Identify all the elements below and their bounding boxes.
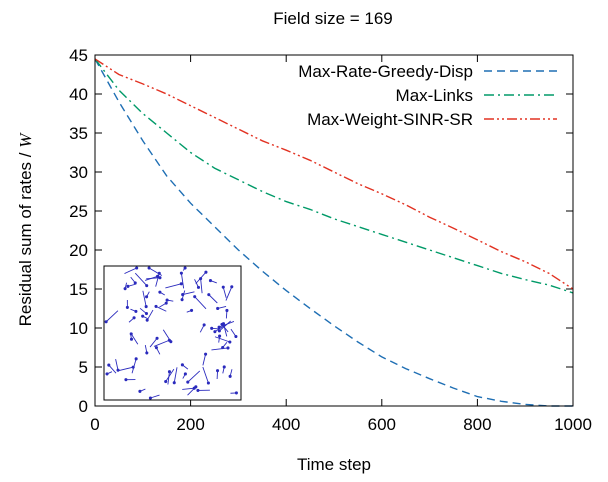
y-tick-label: 5 (79, 358, 88, 377)
series-lines (94, 58, 574, 407)
chart-title: Field size = 169 (273, 9, 393, 28)
x-tick-label: 1000 (554, 415, 592, 434)
plot-frame (94, 54, 574, 407)
legend-label: Max-Weight-SINR-SR (307, 110, 473, 129)
x-axis-ticks: 0 200 400 600 800 1000 (90, 55, 592, 434)
legend-label: Max-Links (396, 86, 473, 105)
legend-label: Max-Rate-Greedy-Disp (298, 62, 473, 81)
y-axis-label: Residual sum of rates / W (16, 132, 35, 327)
y-axis-label-text: Residual sum of rates / (16, 152, 35, 326)
y-tick-label: 35 (69, 124, 88, 143)
x-axis-label: Time step (297, 455, 371, 474)
y-tick-label: 20 (69, 241, 88, 260)
x-tick-label: 800 (463, 415, 491, 434)
y-tick-label: 15 (69, 280, 88, 299)
y-axis-label-symbol: W (16, 132, 35, 148)
x-tick-label: 600 (368, 415, 396, 434)
y-tick-label: 0 (79, 397, 88, 416)
inset-network-map (103, 265, 242, 401)
series-line-3 (94, 58, 574, 290)
y-tick-label: 25 (69, 202, 88, 221)
y-tick-label: 40 (69, 85, 88, 104)
legend: Max-Rate-Greedy-Disp Max-Links Max-Weight-… (298, 62, 557, 129)
x-tick-label: 400 (272, 415, 300, 434)
y-tick-label: 30 (69, 163, 88, 182)
series-line-2 (94, 58, 574, 294)
x-tick-label: 200 (176, 415, 204, 434)
y-tick-label: 45 (69, 46, 88, 65)
y-axis-ticks: 0 5 10 15 20 25 30 35 40 45 (69, 46, 573, 416)
series-line-1 (94, 58, 573, 407)
x-tick-label: 0 (90, 415, 99, 434)
y-tick-label: 10 (69, 319, 88, 338)
